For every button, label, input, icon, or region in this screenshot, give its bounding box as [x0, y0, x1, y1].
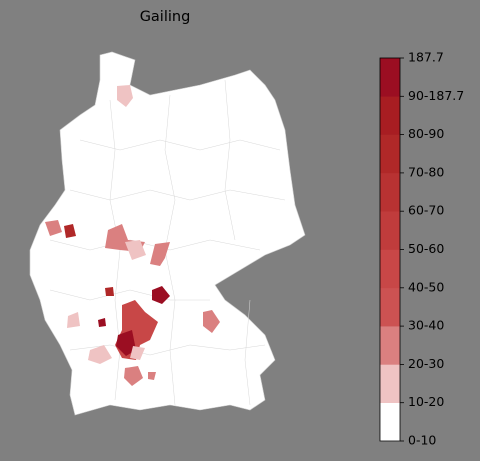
- colorbar-label: 90-187.7: [408, 88, 464, 103]
- colorbar-segment: [380, 364, 400, 403]
- region: [124, 366, 143, 386]
- region: [45, 220, 62, 236]
- colorbar-segment: [380, 249, 400, 289]
- colorbar-label: 60-70: [408, 203, 444, 218]
- colorbar-label: 187.7: [408, 50, 444, 65]
- colorbar-segment: [380, 211, 400, 250]
- region: [130, 346, 145, 360]
- colorbar: 0-10 10-20 20-30 30-40 40-50 50-60 60-70 70-80 8…: [379, 50, 464, 448]
- colorbar-segment: [380, 326, 400, 365]
- region: [64, 224, 76, 238]
- map-title: Gailing: [140, 9, 191, 25]
- region: [67, 312, 80, 328]
- colorbar-label: 10-20: [408, 394, 444, 409]
- region: [116, 330, 136, 356]
- colorbar-segment: [380, 287, 400, 327]
- colorbar-label: 40-50: [408, 279, 444, 294]
- region: [152, 286, 170, 304]
- colorbar-label: 50-60: [408, 241, 444, 256]
- region: [148, 372, 156, 380]
- region: [117, 85, 133, 107]
- colorbar-segment: [380, 96, 400, 135]
- region: [125, 240, 146, 260]
- region: [150, 242, 170, 266]
- colorbar-label: 80-90: [408, 126, 444, 141]
- colorbar-segment: [380, 172, 400, 212]
- colorbar-label: 20-30: [408, 356, 444, 371]
- colorbar-segment: [380, 58, 400, 97]
- germany-map: [29, 51, 306, 416]
- colorbar-label: 70-80: [408, 164, 444, 179]
- region: [88, 345, 112, 364]
- colorbar-label: 30-40: [408, 318, 444, 333]
- region: [98, 318, 106, 327]
- colorbar-segment: [380, 402, 400, 442]
- region: [105, 287, 114, 296]
- colorbar-segment: [380, 134, 400, 174]
- region: [203, 310, 220, 333]
- colorbar-label: 0-10: [408, 433, 436, 448]
